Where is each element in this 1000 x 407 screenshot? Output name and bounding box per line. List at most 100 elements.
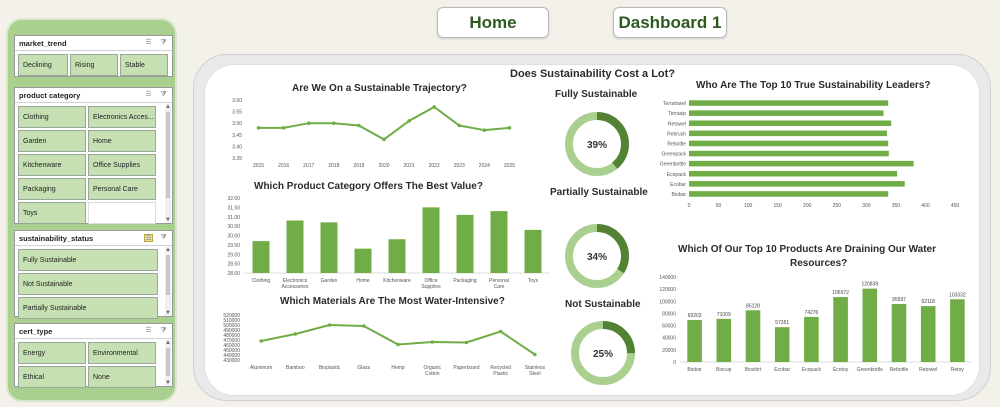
donut-slice <box>565 224 629 288</box>
dashboard-1-button[interactable]: Dashboard 1 <box>613 7 727 38</box>
x-tick-label: 2024 <box>479 163 490 169</box>
x-tick-label: 2022 <box>429 163 440 169</box>
clear-filter-icon[interactable]: ⧩ <box>160 39 167 46</box>
x-tick-label: Home <box>356 278 370 284</box>
y-tick-label: 80000 <box>662 311 676 317</box>
donut-slice <box>565 112 629 176</box>
data-label: 57351 <box>775 320 789 326</box>
slicer-item-environmental[interactable]: Environmental <box>88 342 156 364</box>
scroll-thumb[interactable] <box>166 255 170 295</box>
x-tick-label: Retoy <box>951 367 965 373</box>
clear-filter-icon[interactable]: ⧩ <box>160 327 167 334</box>
slicer-item-rising[interactable]: Rising <box>70 54 118 76</box>
y-tick-label: 60000 <box>662 324 676 330</box>
x-tick-label: 50 <box>716 203 722 209</box>
slicer-product-category: product category ☰ ⧩ Clothing Electronics… <box>14 87 173 224</box>
y-tick-label: 28.50 <box>227 262 240 268</box>
x-tick-label: Supplies <box>421 284 441 290</box>
y-tick-label: Ecobar <box>670 182 686 188</box>
slicer-item-partially-sustainable[interactable]: Partially Sustainable <box>18 297 158 319</box>
data-label: 103332 <box>949 292 966 298</box>
x-tick-label: Biobar <box>687 367 702 373</box>
slicer-item-stable[interactable]: Stable <box>120 54 168 76</box>
bar <box>689 140 889 147</box>
clear-filter-icon[interactable]: ⧩ <box>160 234 167 241</box>
slicer-item-personal-care[interactable]: Personal Care <box>88 178 156 200</box>
water-title-line1: Which Of Our Top 10 Products Are Drainin… <box>678 244 936 255</box>
data-point <box>259 339 263 343</box>
y-tick-label: 440000 <box>223 353 240 359</box>
bar <box>745 310 761 362</box>
multi-select-icon[interactable]: ☰ <box>144 234 153 242</box>
donut-label-not: Not Sustainable <box>565 299 641 310</box>
slicer-item-none[interactable]: None <box>88 366 156 388</box>
y-tick-label: 480000 <box>223 333 240 339</box>
clear-filter-icon[interactable]: ⧩ <box>160 91 167 98</box>
slicer-item-energy[interactable]: Energy <box>18 342 86 364</box>
materials-title: Which Materials Are The Most Water-Inten… <box>280 296 505 307</box>
scroll-down-icon[interactable]: ▼ <box>165 380 171 386</box>
x-tick-label: 2015 <box>253 163 264 169</box>
multi-select-icon[interactable]: ☰ <box>145 327 152 334</box>
scroll-down-icon[interactable]: ▼ <box>165 217 171 223</box>
slicer-scrollbar[interactable]: ▲ ▼ <box>165 104 171 223</box>
slicer-item-office-supplies[interactable]: Office Supplies <box>88 154 156 176</box>
slicer-scrollbar[interactable]: ▲ ▼ <box>165 247 171 316</box>
x-tick-label: Paperboard <box>453 365 479 371</box>
data-label: 71009 <box>717 312 731 318</box>
x-tick-label: Cotton <box>425 371 440 377</box>
x-tick-label: Personal <box>489 278 509 284</box>
y-tick-label: 3.55 <box>232 110 242 116</box>
multi-select-icon[interactable]: ☰ <box>145 39 152 46</box>
data-point <box>281 126 286 130</box>
slicer-item-home[interactable]: Home <box>88 130 156 152</box>
donut-value-label: 39% <box>587 140 607 151</box>
slicer-item-not-sustainable[interactable]: Not Sustainable <box>18 273 158 295</box>
slicer-market-trend: market_trend ☰ ⧩ Declining Rising Stable <box>14 35 173 77</box>
y-tick-label: 120000 <box>659 287 676 293</box>
y-tick-label: 3.45 <box>232 133 242 139</box>
x-tick-label: Clothing <box>252 278 271 284</box>
data-label: 69203 <box>688 313 702 319</box>
series-line <box>258 105 510 141</box>
y-tick-label: 140000 <box>659 275 676 281</box>
slicer-item-ethical[interactable]: Ethical <box>18 366 86 388</box>
donut-value-label: 25% <box>593 349 613 360</box>
home-button[interactable]: Home <box>437 7 549 38</box>
slicer-item-declining[interactable]: Declining <box>18 54 68 76</box>
slicer-item-packaging[interactable]: Packaging <box>18 178 86 200</box>
data-label: 85128 <box>746 303 760 309</box>
slicer-item-garden[interactable]: Garden <box>18 130 86 152</box>
slicer-title: sustainability_status <box>19 233 94 243</box>
scroll-down-icon[interactable]: ▼ <box>165 310 171 316</box>
bar <box>689 130 888 137</box>
scroll-up-icon[interactable]: ▲ <box>165 340 171 346</box>
slicer-item-electronics[interactable]: Electronics Acces... <box>88 106 156 128</box>
x-tick-label: Toys <box>528 278 539 284</box>
y-tick-label: 40000 <box>662 336 676 342</box>
slicer-item-toys[interactable]: Toys <box>18 202 86 224</box>
scroll-thumb[interactable] <box>166 348 170 376</box>
multi-select-icon[interactable]: ☰ <box>145 91 152 98</box>
water-title-line2: Resources? <box>790 258 848 269</box>
scroll-thumb[interactable] <box>166 112 170 198</box>
slicer-item-fully-sustainable[interactable]: Fully Sustainable <box>18 249 158 271</box>
x-tick-label: Electronics <box>283 278 308 284</box>
y-tick-label: 0 <box>673 360 676 366</box>
x-tick-label: Kitchenware <box>383 278 411 284</box>
scroll-up-icon[interactable]: ▲ <box>165 104 171 110</box>
y-tick-label: Greenpack <box>662 152 687 158</box>
x-tick-label: Ecobar <box>774 367 790 373</box>
data-point <box>507 126 512 130</box>
slicer-scrollbar[interactable]: ▲ ▼ <box>165 340 171 386</box>
data-label: 120839 <box>861 282 878 288</box>
data-point <box>382 137 386 142</box>
bar <box>891 303 907 362</box>
data-point <box>332 121 336 125</box>
bar <box>950 299 965 362</box>
data-point <box>361 324 366 328</box>
slicer-item-clothing[interactable]: Clothing <box>18 106 86 128</box>
scroll-up-icon[interactable]: ▲ <box>165 247 171 253</box>
slicer-item-kitchenware[interactable]: Kitchenware <box>18 154 86 176</box>
y-tick-label: 450000 <box>223 348 240 354</box>
